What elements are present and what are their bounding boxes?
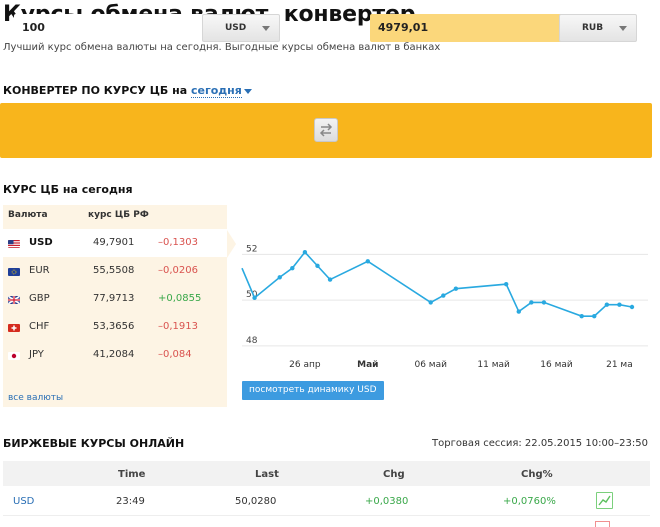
rate-row-jpy[interactable]: JPY 41,2084 –0,084 — [3, 341, 227, 369]
col-time: Time — [118, 469, 146, 480]
col-currency: Валюта — [8, 210, 48, 220]
rate-code: USD — [29, 237, 53, 248]
data-point[interactable] — [365, 259, 371, 264]
data-point[interactable] — [252, 295, 257, 301]
usd-chart: 52 50 48 26 апр Май 06 май 11 май 16 май 21 ма — [236, 205, 652, 407]
usd-chart-svg: 52 50 48 26 апр Май 06 май 11 май 16 май 21 ма — [241, 244, 648, 370]
rate-change: –0,084 — [158, 349, 192, 360]
from-currency-label: USD — [225, 23, 247, 33]
exchange-title: БИРЖЕВЫЕ КУРСЫ ОНЛАЙН — [3, 437, 185, 450]
rate-value: 49,7901 — [93, 237, 135, 248]
rate-row-chf[interactable]: CHF 53,3656 –0,1913 — [3, 313, 227, 341]
trend-chart-icon[interactable] — [596, 492, 613, 509]
us-flag-icon — [8, 240, 20, 248]
from-currency-select[interactable]: USD — [202, 14, 280, 42]
rate-row-eur[interactable]: EUR 55,5508 –0,0206 — [3, 257, 227, 285]
ch-flag-icon — [8, 324, 20, 332]
x-tick-label: 11 май — [477, 360, 510, 370]
col-last: Last — [255, 469, 279, 480]
exchange-chg: +0,0380 — [365, 496, 409, 507]
y-tick-label: 48 — [246, 336, 258, 346]
date-select-link[interactable]: сегодня — [191, 84, 242, 98]
to-currency-select[interactable]: RUB — [559, 14, 637, 42]
x-tick-label: 16 май — [540, 360, 573, 370]
table-row[interactable]: USD 23:49 50,0280 +0,0380 +0,0760% — [3, 488, 650, 516]
data-point[interactable] — [579, 313, 584, 319]
col-rate: курс ЦБ РФ — [88, 210, 149, 220]
exchange-table-header: Time Last Chg Chg% — [3, 461, 650, 486]
rates-title: КУРС ЦБ на сегодня — [3, 183, 133, 196]
view-dynamics-button[interactable]: посмотреть динамику USD — [242, 381, 384, 400]
data-point[interactable] — [453, 286, 459, 291]
rate-change: +0,0855 — [158, 293, 202, 304]
data-point[interactable] — [327, 277, 333, 282]
page-subtitle: Лучший курс обмена валюты на сегодня. Вы… — [3, 42, 441, 53]
data-point[interactable] — [503, 281, 509, 287]
data-point[interactable] — [428, 300, 433, 305]
rate-change: –0,1913 — [158, 321, 198, 332]
result-field[interactable]: 4979,01 — [370, 14, 562, 42]
rate-code: CHF — [29, 321, 50, 332]
chevron-down-icon — [262, 26, 270, 31]
y-tick-label: 52 — [246, 244, 257, 254]
data-point[interactable] — [529, 300, 534, 305]
data-point[interactable] — [516, 309, 521, 314]
exchange-time: 23:49 — [116, 496, 145, 507]
rate-code: JPY — [29, 349, 44, 360]
col-chg: Chg — [383, 469, 405, 480]
data-point[interactable] — [290, 265, 295, 271]
data-point[interactable] — [277, 275, 282, 280]
data-point[interactable] — [629, 304, 635, 310]
eu-flag-icon — [8, 268, 20, 276]
trend-chart-icon-next[interactable] — [595, 521, 610, 527]
y-tick-label: 50 — [246, 290, 258, 300]
rate-row-gbp[interactable]: GBP 77,9713 +0,0855 — [3, 285, 227, 313]
data-point[interactable] — [441, 293, 446, 298]
exchange-last: 50,0280 — [235, 496, 277, 507]
exchange-symbol-link[interactable]: USD — [13, 496, 35, 507]
x-tick-label: 06 май — [414, 360, 447, 370]
rate-code: GBP — [29, 293, 50, 304]
data-point[interactable] — [541, 300, 547, 305]
col-chgpct: Chg% — [521, 469, 553, 480]
swap-button[interactable] — [314, 118, 338, 142]
rate-change: –0,1303 — [158, 237, 198, 248]
amount-input[interactable]: 100 — [14, 14, 204, 42]
data-point[interactable] — [604, 302, 610, 307]
rate-value: 55,5508 — [93, 265, 135, 276]
rates-panel: Валюта курс ЦБ РФ USD 49,7901 –0,1303 EU… — [3, 205, 227, 407]
exchange-chgpct: +0,0760% — [503, 496, 556, 507]
rate-row-usd[interactable]: USD 49,7901 –0,1303 — [3, 229, 227, 257]
swap-arrows-icon — [319, 123, 333, 137]
data-point[interactable] — [315, 263, 320, 269]
rate-change: –0,0206 — [158, 265, 198, 276]
rate-value: 77,9713 — [93, 293, 135, 304]
data-point[interactable] — [592, 313, 597, 319]
converter-title-text: КОНВЕРТЕР ПО КУРСУ ЦБ на — [3, 84, 191, 97]
active-row-pointer — [227, 230, 236, 258]
data-point[interactable] — [617, 302, 622, 307]
jp-flag-icon — [8, 352, 20, 360]
series-line — [241, 250, 633, 317]
converter-title: КОНВЕРТЕР ПО КУРСУ ЦБ на сегодня — [3, 84, 252, 98]
all-currencies-link[interactable]: все валюты — [8, 393, 64, 403]
rate-value: 53,3656 — [93, 321, 135, 332]
rate-value: 41,2084 — [93, 349, 135, 360]
uk-flag-icon — [8, 296, 20, 304]
chevron-down-icon — [619, 26, 627, 31]
session-info: Торговая сессия: 22.05.2015 10:00–23:50 — [432, 438, 648, 449]
data-point[interactable] — [302, 249, 308, 255]
x-tick-label: 26 апр — [289, 360, 321, 370]
to-currency-label: RUB — [582, 23, 604, 33]
chevron-down-icon[interactable] — [243, 88, 252, 94]
x-tick-label: 21 ма — [606, 360, 633, 370]
x-tick-label: Май — [357, 360, 378, 370]
rate-code: EUR — [29, 265, 50, 276]
